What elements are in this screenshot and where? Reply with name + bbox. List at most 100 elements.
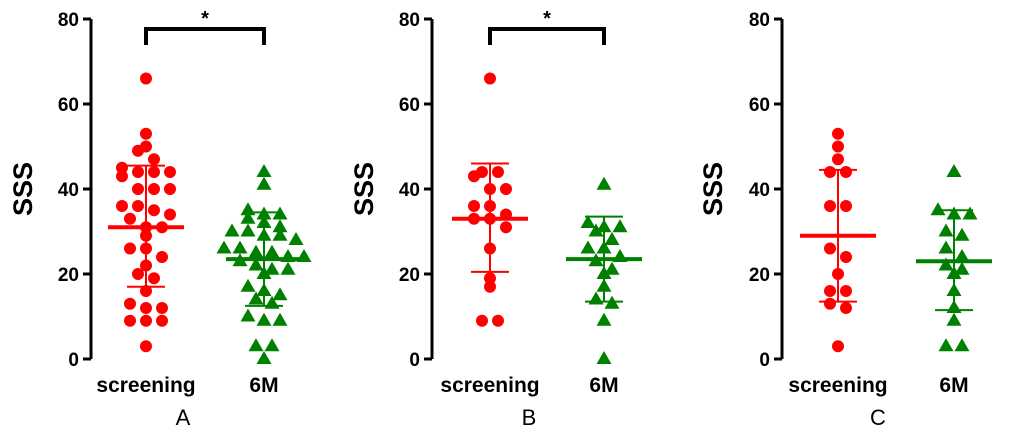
y-tick-label: 80 [399,10,420,31]
data-point-screening [832,340,844,353]
data-point-6m [272,227,288,241]
x-category-label: screening [440,374,539,397]
y-tick-label: 40 [399,180,420,201]
significance-bracket [488,27,606,45]
data-point-screening [148,272,160,285]
y-tick-label: 0 [68,350,79,371]
data-point-screening [824,297,836,310]
data-point-6m [938,257,954,271]
y-tick-label: 80 [749,10,770,31]
data-point-screening [124,212,136,225]
data-point-screening [148,166,160,178]
data-point-6m [962,206,978,220]
y-axis-label: SSS [349,162,379,216]
data-point-screening [500,221,512,234]
y-tick-label: 60 [58,95,79,116]
data-point-screening [840,285,852,297]
data-point-screening [124,242,136,255]
data-point-screening [148,204,160,217]
data-point-6m [248,244,264,258]
data-point-screening [140,314,152,327]
data-point-6m [596,312,612,326]
x-category-label: 6M [589,374,618,397]
data-point-screening [832,153,844,166]
data-point-6m [938,223,954,237]
data-point-6m [596,176,612,190]
data-point-6m [256,350,272,364]
panel-label: C [870,405,886,430]
data-point-screening [164,183,176,195]
x-category-label: screening [96,374,195,397]
data-point-screening [132,200,144,212]
data-point-screening [140,302,152,314]
data-point-6m [256,176,272,190]
data-point-screening [148,183,160,195]
data-point-screening [484,280,496,293]
data-point-screening [156,314,168,327]
data-point-screening [116,161,128,174]
data-point-6m [272,312,288,326]
data-point-screening [484,72,496,85]
panel-c: 0 20 40 60 80 SSS screening 6M C [698,10,992,430]
data-point-screening [468,200,480,212]
data-point-6m [272,219,288,233]
panel-b: 0 20 40 60 80 SSS screening 6M B * [349,8,642,430]
data-point-screening [116,200,128,212]
data-point-screening [116,170,128,183]
data-point-screening [156,302,168,314]
y-tick-label: 0 [759,350,770,371]
data-point-screening [840,166,852,178]
data-point-screening [164,166,176,178]
data-point-6m [264,244,280,258]
data-point-6m [946,312,962,326]
data-point-screening [124,314,136,327]
data-point-screening [484,272,496,285]
data-point-screening [132,166,144,178]
significance-bracket [144,27,266,45]
data-point-screening [132,268,144,280]
data-point-screening [824,166,836,178]
data-point-6m [604,261,620,275]
y-tick-label: 20 [749,265,770,286]
data-point-screening [840,200,852,212]
y-axis-label: SSS [698,162,728,216]
data-point-screening [140,127,152,140]
y-axis-label: SSS [8,162,38,216]
data-point-screening [492,314,504,327]
data-point-screening [824,285,836,297]
data-point-screening [164,208,176,221]
data-point-screening [124,297,136,310]
data-point-6m [272,287,288,301]
data-point-6m [240,278,256,292]
data-point-screening [492,166,504,178]
y-tick-label: 40 [58,180,79,201]
data-point-6m [288,231,304,245]
data-point-6m [938,240,954,254]
x-category-label: screening [788,374,887,397]
data-point-6m [264,261,280,275]
data-point-screening [156,251,168,263]
significance-label: * [201,8,209,30]
data-point-6m [240,223,256,237]
data-point-6m [240,308,256,322]
data-point-screening [824,200,836,212]
data-point-6m [248,338,264,352]
data-point-screening [140,72,152,85]
y-tick-label: 40 [749,180,770,201]
data-point-screening [840,251,852,263]
y-tick-label: 60 [749,95,770,116]
data-point-screening [140,140,152,153]
data-point-6m [580,214,596,228]
y-tick-label: 60 [399,95,420,116]
data-point-6m [604,231,620,245]
data-point-6m [264,338,280,352]
data-point-6m [588,223,604,237]
data-point-screening [840,302,852,314]
data-point-6m [248,257,264,271]
x-category-label: 6M [939,374,968,397]
y-tick-label: 0 [409,350,420,371]
data-point-6m [946,163,962,177]
data-point-screening [832,140,844,153]
panel-label: B [522,405,537,430]
